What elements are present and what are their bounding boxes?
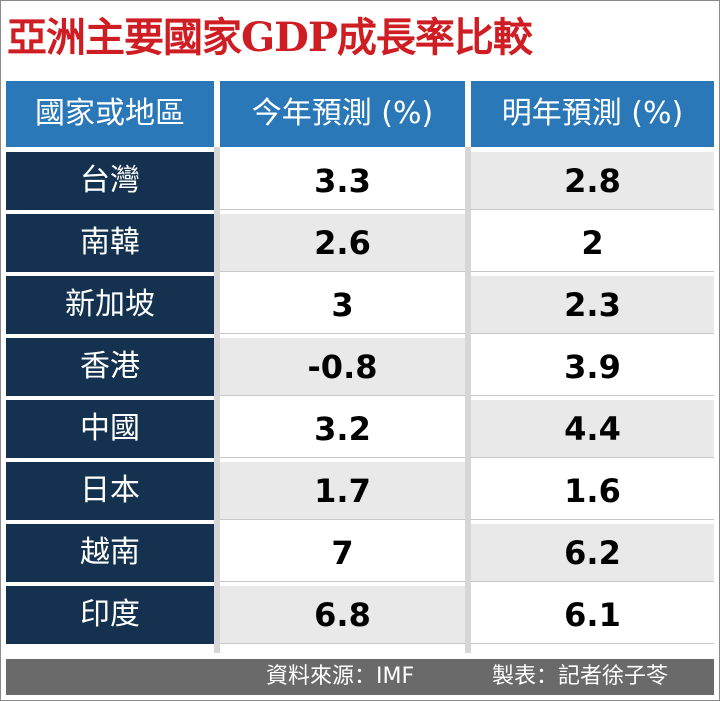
this-year-value: 2.6 [220, 214, 465, 272]
next-year-value: 2 [471, 214, 714, 272]
row-label: 新加坡 [6, 276, 214, 334]
row-label: 中國 [6, 400, 214, 458]
gdp-table: 國家或地區 今年預測 (%) 明年預測 (%) 台灣 3.3 2.8 南韓 2.6 2 新加… [6, 81, 714, 653]
this-year-value: -0.8 [220, 338, 465, 396]
this-year-value: 3 [220, 276, 465, 334]
this-year-value: 3.2 [220, 400, 465, 458]
this-year-value: 6.8 [220, 586, 465, 644]
next-year-value: 3.9 [471, 338, 714, 396]
next-year-value: 2.8 [471, 152, 714, 210]
chart-title: 亞洲主要國家GDP成長率比較 [7, 14, 533, 61]
row-label: 台灣 [6, 152, 214, 210]
this-year-value: 3.3 [220, 152, 465, 210]
column-separator [214, 147, 220, 653]
this-year-value: 1.7 [220, 462, 465, 520]
header-country: 國家或地區 [6, 81, 214, 147]
header-this-year: 今年預測 (%) [220, 81, 465, 147]
row-label: 印度 [6, 586, 214, 644]
next-year-value: 1.6 [471, 462, 714, 520]
footer-bar: 資料來源：IMF 製表：記者徐子苓 [6, 659, 714, 695]
next-year-value: 6.2 [471, 524, 714, 582]
row-label: 日本 [6, 462, 214, 520]
row-label: 南韓 [6, 214, 214, 272]
this-year-value: 7 [220, 524, 465, 582]
next-year-value: 4.4 [471, 400, 714, 458]
source-note: 資料來源：IMF [266, 664, 415, 689]
next-year-value: 2.3 [471, 276, 714, 334]
column-separator [465, 147, 471, 653]
next-year-value: 6.1 [471, 586, 714, 644]
credit-note: 製表：記者徐子苓 [492, 664, 669, 689]
row-label: 越南 [6, 524, 214, 582]
header-next-year: 明年預測 (%) [471, 81, 714, 147]
row-label: 香港 [6, 338, 214, 396]
